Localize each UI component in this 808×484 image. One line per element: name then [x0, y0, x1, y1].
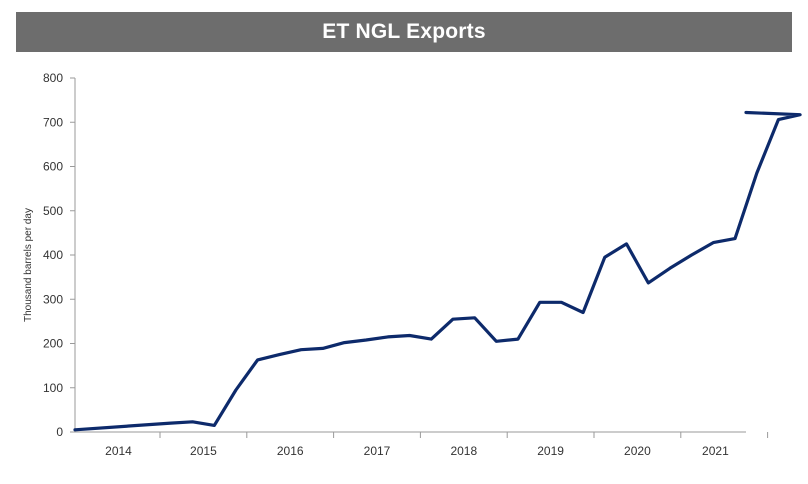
series-line: [73, 110, 802, 432]
y-tick-label: 400: [43, 248, 63, 262]
x-axis: 2014 2015 2016 2017 2018 2019 2020 2021: [75, 431, 769, 458]
x-tick-label: 2018: [450, 444, 477, 458]
y-axis-title: Thousand barrels per day: [23, 208, 34, 322]
y-tick-label: 500: [43, 204, 63, 218]
x-tick-label: 2015: [190, 444, 217, 458]
chart-title: ET NGL Exports: [322, 20, 486, 43]
x-tick-label: 2020: [624, 444, 651, 458]
x-tick-label: 2016: [277, 444, 304, 458]
y-tick-label: 200: [43, 337, 63, 351]
y-tick-label: 0: [56, 425, 63, 439]
chart-title-bar: ET NGL Exports: [16, 12, 792, 52]
x-tick-label: 2014: [105, 444, 132, 458]
y-tick-label: 100: [43, 381, 63, 395]
y-tick-label: 800: [43, 71, 63, 85]
x-tick-label: 2021: [702, 444, 729, 458]
series-group: [73, 110, 802, 432]
x-tick-label: 2019: [537, 444, 564, 458]
x-tick-label: 2017: [364, 444, 391, 458]
y-tick-label: 600: [43, 160, 63, 174]
y-tick-label: 300: [43, 292, 63, 306]
y-axis: 0 100 200 300 400 500 600 700 800: [43, 71, 76, 439]
y-tick-label: 700: [43, 115, 63, 129]
